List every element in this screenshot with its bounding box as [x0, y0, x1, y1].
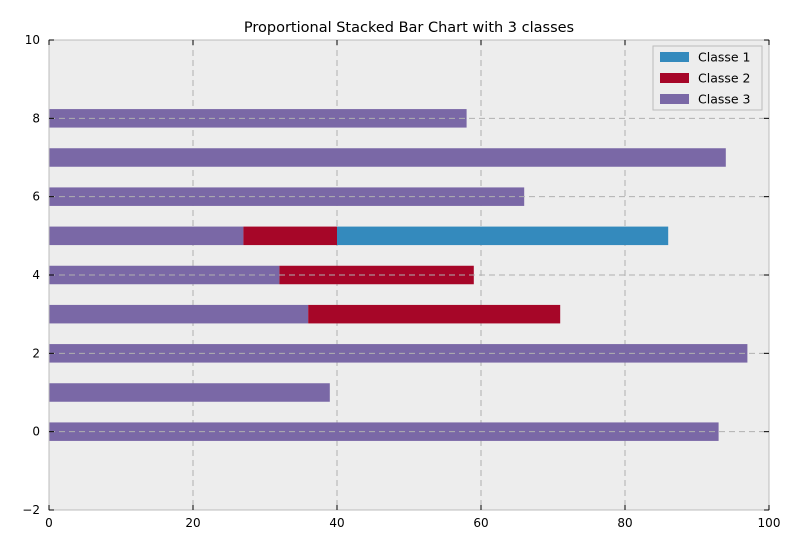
- y-tick-label: 6: [32, 190, 40, 204]
- legend-label: Classe 3: [698, 92, 751, 107]
- x-tick-label: 20: [185, 516, 200, 530]
- bar-segment: [49, 109, 467, 128]
- legend-swatch: [660, 52, 689, 62]
- bar-segment: [49, 226, 244, 246]
- legend-label: Classe 1: [698, 50, 751, 65]
- bar-segment: [279, 265, 474, 285]
- y-tick-label: 2: [32, 346, 40, 360]
- x-tick-label: 0: [45, 516, 53, 530]
- x-tick-label: 100: [758, 516, 781, 530]
- bar-segment: [49, 344, 748, 363]
- legend-label: Classe 2: [698, 71, 751, 86]
- y-tick-label: 4: [32, 268, 40, 282]
- chart-title: Proportional Stacked Bar Chart with 3 cl…: [244, 20, 574, 36]
- bar-segment: [243, 226, 337, 246]
- bar-segment: [337, 226, 669, 246]
- axis-ticks: 0 20 40 60 80 100 −2 0 2 4 6 8 10: [22, 33, 780, 530]
- x-tick-label: 80: [617, 516, 632, 530]
- bar-segment: [49, 148, 726, 167]
- bar-segment: [49, 383, 330, 402]
- x-tick-label: 40: [329, 516, 344, 530]
- bars: [49, 109, 748, 441]
- y-tick-label: 10: [25, 33, 40, 47]
- y-tick-label: 8: [32, 111, 40, 125]
- legend-swatch: [660, 73, 689, 83]
- bar-segment: [308, 304, 561, 324]
- bar-segment: [49, 187, 525, 206]
- y-tick-label: 0: [32, 425, 40, 439]
- y-tick-label: −2: [22, 503, 40, 517]
- x-tick-label: 60: [473, 516, 488, 530]
- bar-segment: [49, 304, 309, 324]
- legend: Classe 1 Classe 2 Classe 3: [652, 45, 763, 111]
- legend-swatch: [660, 94, 689, 104]
